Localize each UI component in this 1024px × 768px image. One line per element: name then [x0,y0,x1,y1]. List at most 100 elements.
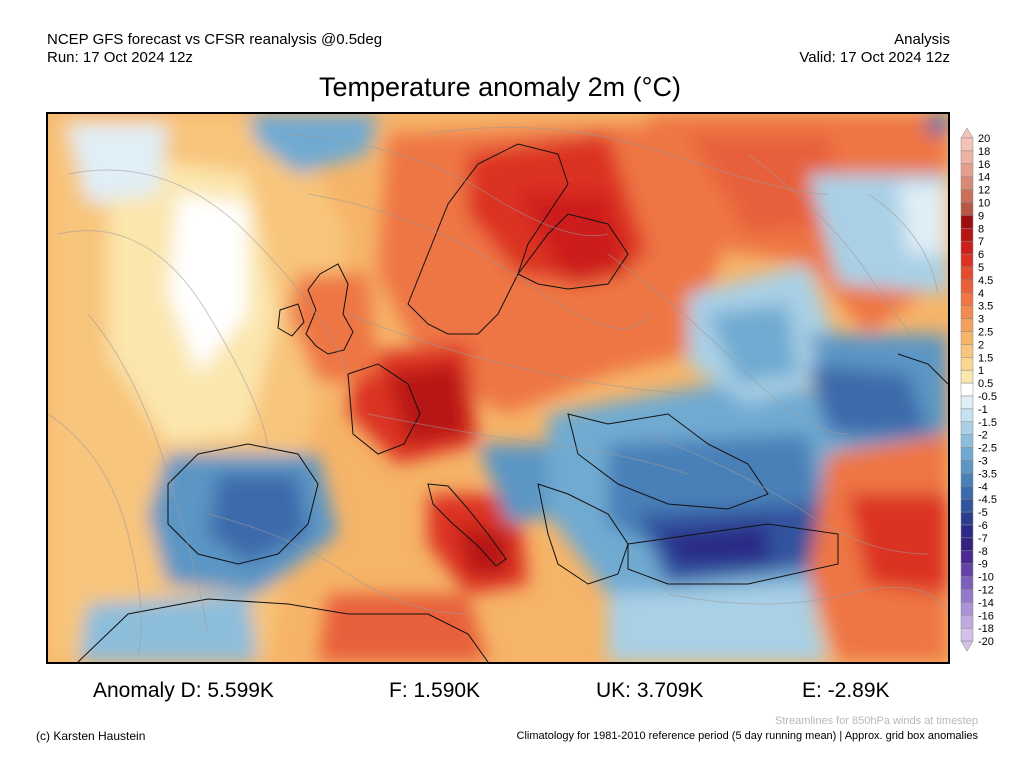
colorbar-tick-label: -10 [978,572,994,584]
anomaly-field [48,114,948,662]
colorbar-tick-label: -16 [978,610,994,622]
colorbar-tick-label: -2.5 [978,443,997,455]
colorbar-tick-label: -1 [978,404,988,416]
colorbar-swatch [960,228,974,242]
colorbar-swatch [960,382,974,397]
colorbar-bottom-arrow [960,640,974,652]
colorbar-swatch [960,447,974,461]
colorbar-swatch [960,460,974,474]
streamlines-note: Streamlines for 850hPa winds at timestep [775,715,978,727]
colorbar-tick-label: -4.5 [978,494,997,506]
colorbar-tick-label: 3.5 [978,301,993,313]
colorbar-swatch [960,344,974,358]
colorbar-swatch [960,150,974,165]
colorbar-tick-label: -5 [978,507,988,519]
colorbar-swatch [960,486,974,500]
header-right: Analysis Valid: 17 Oct 2024 12z [799,31,950,67]
colorbar-tick-label: -14 [978,597,994,609]
colorbar-tick-label: -12 [978,585,994,597]
anomaly-d-stat: Anomaly D: 5.599K [93,679,274,702]
colorbar-swatch [960,421,974,435]
colorbar-tick-label: 14 [978,172,990,184]
colorbar-swatch [960,163,974,177]
colorbar-tick-label: 5 [978,262,984,274]
colorbar-tick-label: 8 [978,223,984,235]
colorbar-swatch [960,589,974,603]
colorbar-swatch [960,511,974,526]
colorbar-swatch [960,357,974,371]
colorbar-swatch [960,331,974,345]
colorbar-swatch [960,563,974,577]
colorbar-tick-label: -4 [978,481,988,493]
colorbar-tick-label: 18 [978,146,990,158]
colorbar-tick-label: 4 [978,288,984,300]
colorbar-tick-label: 10 [978,198,990,210]
colorbar: 201816141210987654.543.532.521.510.5-0.5… [960,128,997,652]
colorbar-swatch [960,627,974,642]
valid-time: Valid: 17 Oct 2024 12z [799,49,950,66]
colorbar-swatch [960,176,974,190]
colorbar-tick-label: -9 [978,559,988,571]
colorbar-tick-label: -7 [978,533,988,545]
colorbar-swatch [960,434,974,448]
colorbar-tick-label: -8 [978,546,988,558]
colorbar-tick-label: 4.5 [978,275,993,287]
wind-streamlines [48,126,948,655]
climatology-note: Climatology for 1981-2010 reference peri… [516,730,978,742]
colorbar-tick-label: 20 [978,133,990,145]
colorbar-labels: 201816141210987654.543.532.521.510.5-0.5… [978,133,997,648]
colorbar-tick-label: 7 [978,236,984,248]
coastlines [77,143,948,662]
colorbar-swatch [960,202,974,216]
run-time: Run: 17 Oct 2024 12z [47,49,193,66]
colorbar-tick-label: 16 [978,159,990,171]
colorbar-tick-label: -6 [978,520,988,532]
colorbar-swatch [960,266,974,281]
colorbar-swatch [960,498,974,513]
colorbar-swatch [960,318,974,332]
colorbar-swatch [960,615,974,629]
colorbar-tick-label: 12 [978,185,990,197]
colorbar-swatch [960,240,974,255]
colorbar-tick-label: 3 [978,314,984,326]
colorbar-tick-label: 2.5 [978,327,993,339]
colorbar-swatch [960,602,974,616]
colorbar-swatches [960,128,974,652]
anomaly-e-stat: E: -2.89K [802,679,890,702]
colorbar-swatch [960,137,974,152]
colorbar-swatch [960,305,974,319]
analysis-label: Analysis [894,31,950,48]
colorbar-tick-label: -20 [978,636,994,648]
colorbar-tick-label: 6 [978,249,984,261]
colorbar-swatch [960,524,974,539]
colorbar-tick-label: -2 [978,430,988,442]
colorbar-swatch [960,279,974,294]
colorbar-top-arrow [960,128,974,139]
colorbar-tick-label: -1.5 [978,417,997,429]
anomaly-f-stat: F: 1.590K [389,679,481,702]
colorbar-swatch [960,292,974,306]
colorbar-swatch [960,408,974,423]
colorbar-swatch [960,395,974,410]
colorbar-swatch [960,369,974,384]
colorbar-swatch [960,550,974,564]
colorbar-tick-label: 1.5 [978,352,993,364]
colorbar-tick-label: -3.5 [978,468,997,480]
colorbar-tick-label: 2 [978,339,984,351]
model-description: NCEP GFS forecast vs CFSR reanalysis @0.… [47,31,383,48]
anomaly-uk-stat: UK: 3.709K [596,679,704,702]
copyright: (c) Karsten Haustein [36,729,146,743]
colorbar-swatch [960,189,974,203]
colorbar-tick-label: 1 [978,365,984,377]
temperature-anomaly-map [46,112,950,664]
colorbar-swatch [960,253,974,268]
header-left: NCEP GFS forecast vs CFSR reanalysis @0.… [47,31,382,67]
colorbar-swatch [960,576,974,590]
colorbar-tick-label: 0.5 [978,378,993,390]
colorbar-tick-label: 9 [978,210,984,222]
colorbar-tick-label: -18 [978,623,994,635]
colorbar-tick-label: -0.5 [978,391,997,403]
colorbar-swatch [960,537,974,552]
colorbar-swatch [960,215,974,229]
colorbar-tick-label: -3 [978,456,988,468]
